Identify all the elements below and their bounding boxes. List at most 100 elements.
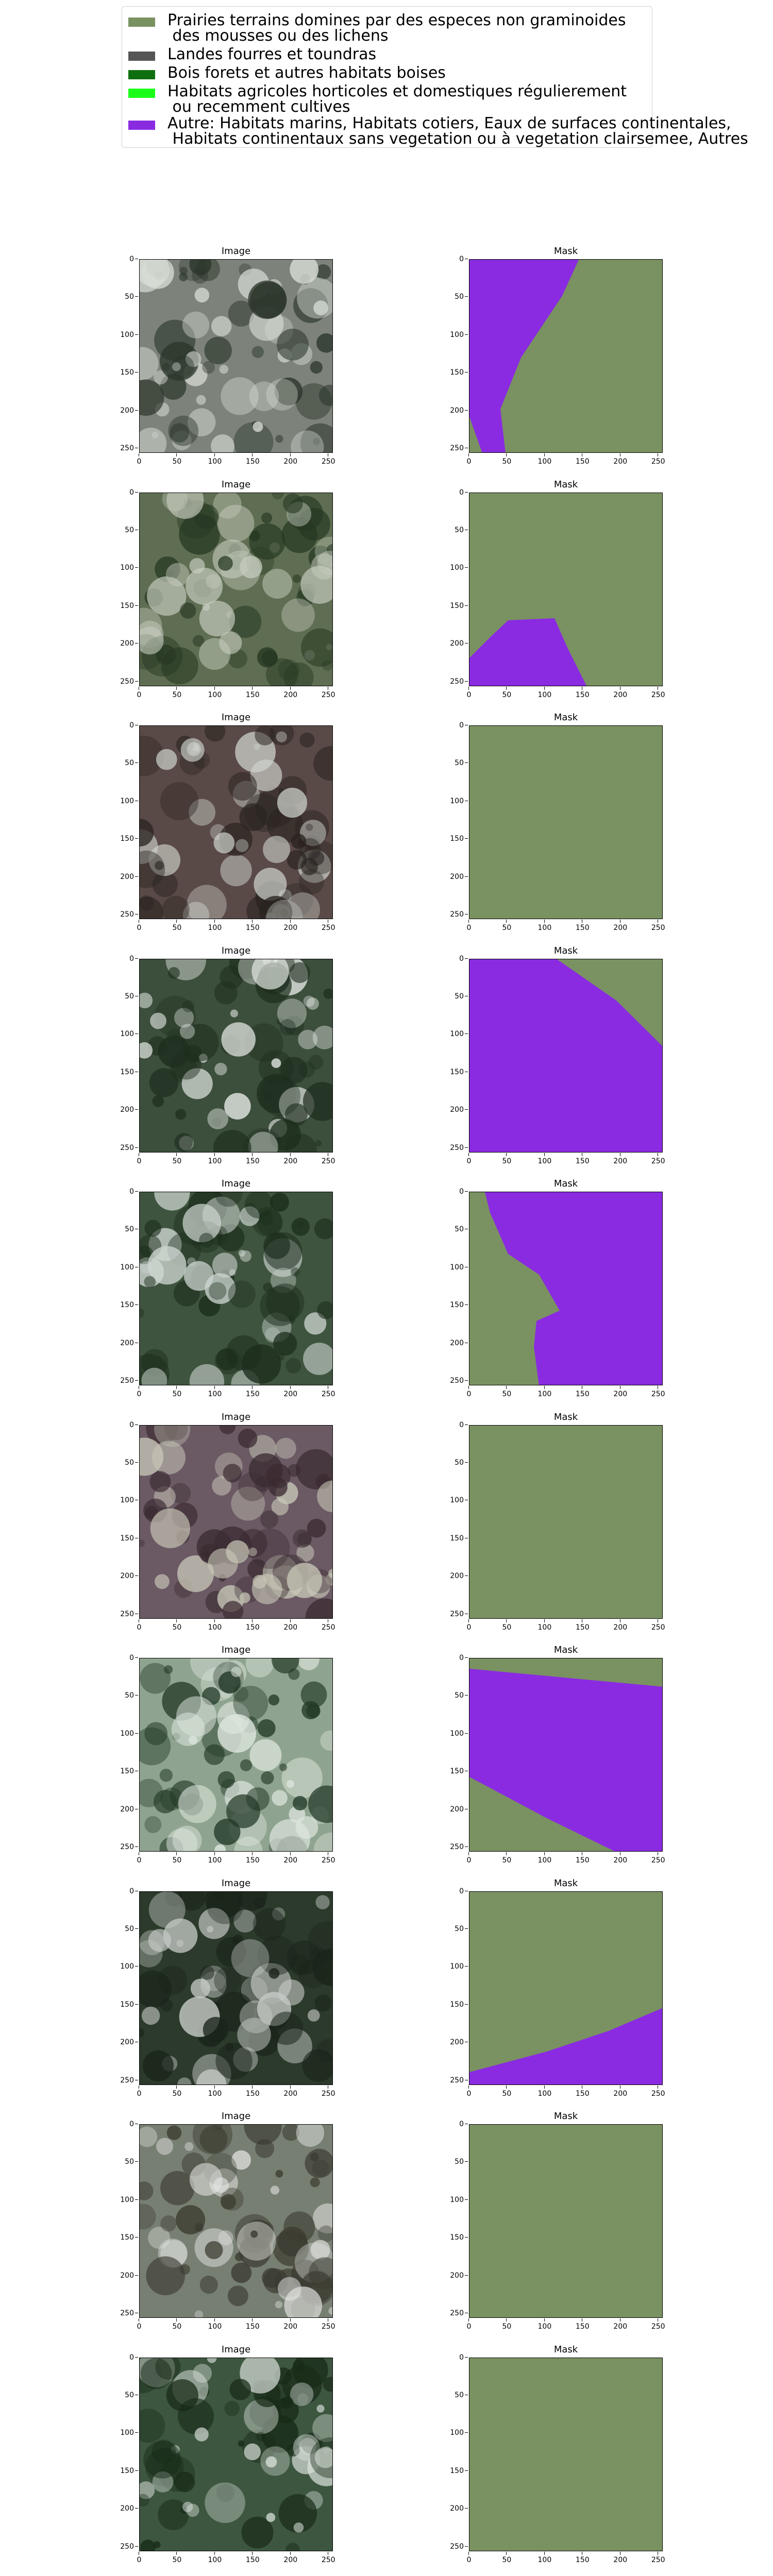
image-texture-blob bbox=[265, 2456, 277, 2467]
image-texture-blob bbox=[259, 1211, 274, 1226]
image-texture-blob bbox=[238, 1428, 258, 1448]
panel-title: Mask bbox=[553, 1411, 578, 1422]
image-texture-blob bbox=[320, 1730, 332, 1751]
image-texture-blob bbox=[214, 1967, 242, 1994]
image-texture-blob bbox=[152, 2471, 174, 2493]
y-tick-label: 250 bbox=[116, 2077, 138, 2084]
panel-title: Image bbox=[221, 246, 251, 257]
y-tick-label: 200 bbox=[446, 1806, 468, 1813]
image-texture-blob bbox=[194, 287, 210, 303]
y-tick-label: 250 bbox=[116, 911, 138, 918]
legend-swatch bbox=[128, 121, 155, 130]
image-texture-blob bbox=[315, 264, 331, 280]
x-tick-label: 250 bbox=[648, 2551, 668, 2564]
image-texture-blob bbox=[221, 2188, 244, 2211]
image-texture-blob bbox=[199, 1232, 214, 1248]
x-tick-label: 50 bbox=[166, 920, 187, 931]
image-texture-blob bbox=[308, 850, 324, 866]
image-texture-blob bbox=[233, 1909, 257, 1933]
x-tick-label: 100 bbox=[205, 920, 225, 931]
x-tick-label: 50 bbox=[496, 1153, 517, 1165]
y-tick-label: 200 bbox=[446, 640, 468, 647]
x-tick-label: 200 bbox=[280, 920, 301, 931]
x-tick-label: 50 bbox=[496, 1619, 517, 1631]
image-texture-blob bbox=[231, 1486, 265, 1521]
image-texture-blob bbox=[312, 1948, 332, 1986]
image-texture-blob bbox=[194, 2310, 204, 2317]
image-texture-blob bbox=[237, 1891, 267, 1910]
y-tick-label: 150 bbox=[116, 1535, 138, 1542]
image-texture-blob bbox=[219, 1425, 236, 1434]
x-tick-label: 0 bbox=[129, 2551, 149, 2564]
image-texture-blob bbox=[154, 1790, 177, 1814]
image-texture-blob bbox=[212, 1252, 238, 1278]
image-texture-blob bbox=[196, 2069, 226, 2084]
image-texture-blob bbox=[140, 2126, 158, 2147]
image-texture-blob bbox=[240, 2358, 281, 2394]
y-tick-label: 100 bbox=[116, 1030, 138, 1038]
image-texture bbox=[140, 959, 332, 1152]
image-texture-blob bbox=[249, 381, 279, 411]
x-tick-label: 100 bbox=[205, 1153, 225, 1165]
legend: Prairies terrains domines par des espece… bbox=[122, 6, 748, 148]
mask-panel: Mask 0 50 100 150 200 250 0 50 100 150 200 250 bbox=[450, 479, 665, 699]
mask-panel: Mask 0 50 100 150 200 250 0 50 100 150 200 250 bbox=[450, 1878, 665, 2097]
image-texture bbox=[140, 1192, 332, 1385]
y-tick-label: 0 bbox=[116, 1654, 138, 1662]
x-tick-label: 250 bbox=[318, 2318, 339, 2330]
image-texture-blob bbox=[290, 2382, 314, 2406]
image-texture-blob bbox=[310, 851, 325, 866]
image-texture-blob bbox=[239, 1592, 250, 1603]
y-tick-label: 200 bbox=[116, 1806, 138, 1813]
y-tick-label: 150 bbox=[446, 1768, 468, 1775]
image-texture-blob bbox=[315, 1140, 322, 1146]
image-texture-blob bbox=[301, 628, 332, 667]
image-texture-blob bbox=[152, 871, 178, 897]
image-texture-blob bbox=[176, 1696, 217, 1737]
image-texture-blob bbox=[253, 421, 263, 432]
image-texture-blob bbox=[313, 437, 320, 445]
x-tick-label: 0 bbox=[129, 2085, 149, 2097]
image-texture-blob bbox=[231, 2150, 251, 2170]
image-texture-blob bbox=[257, 647, 278, 667]
image-texture-blob bbox=[213, 493, 242, 519]
satellite-image bbox=[139, 725, 333, 919]
image-texture-blob bbox=[283, 662, 314, 686]
x-tick-label: 250 bbox=[318, 1386, 339, 1398]
y-tick-label: 100 bbox=[116, 2196, 138, 2204]
image-texture-blob bbox=[278, 659, 299, 681]
x-tick-label: 50 bbox=[166, 2551, 187, 2564]
image-texture-blob bbox=[284, 1015, 304, 1035]
image-texture-blob bbox=[308, 1921, 332, 1961]
mask-panel: Mask 0 50 100 150 200 250 0 50 100 150 200 250 bbox=[450, 945, 665, 1165]
image-texture-blob bbox=[162, 493, 188, 511]
y-tick-label: 150 bbox=[116, 602, 138, 609]
y-tick-label: 250 bbox=[116, 1611, 138, 1618]
x-tick-label: 200 bbox=[280, 2551, 301, 2564]
image-texture-blob bbox=[283, 2211, 315, 2243]
x-tick-label: 200 bbox=[280, 1153, 301, 1165]
satellite-image bbox=[139, 2124, 333, 2318]
image-texture-blob bbox=[239, 803, 267, 832]
image-texture-blob bbox=[313, 2203, 332, 2233]
image-texture-blob bbox=[271, 1058, 281, 1068]
image-texture-blob bbox=[182, 1000, 194, 1012]
image-texture-blob bbox=[233, 1686, 268, 1721]
image-texture-blob bbox=[293, 2434, 320, 2461]
x-tick-label: 0 bbox=[459, 2085, 479, 2097]
image-texture-blob bbox=[291, 834, 307, 849]
x-tick-label: 250 bbox=[648, 1153, 668, 1165]
segmentation-mask bbox=[469, 1425, 663, 1619]
image-texture-blob bbox=[293, 2522, 304, 2533]
image-texture-blob bbox=[260, 1286, 300, 1326]
image-panel: Image 0 50 100 150 200 250 0 50 100 150 200 250 bbox=[120, 945, 335, 1165]
x-tick-label: 0 bbox=[459, 686, 479, 699]
image-texture-blob bbox=[268, 1694, 280, 1706]
image-texture-blob bbox=[209, 1282, 227, 1300]
image-texture-blob bbox=[140, 2481, 155, 2499]
x-tick-label: 200 bbox=[610, 453, 631, 465]
y-tick-label: 0 bbox=[116, 1888, 138, 1895]
image-texture-blob bbox=[220, 854, 252, 887]
image-texture-blob bbox=[216, 1348, 238, 1370]
image-texture-blob bbox=[222, 1600, 244, 1618]
